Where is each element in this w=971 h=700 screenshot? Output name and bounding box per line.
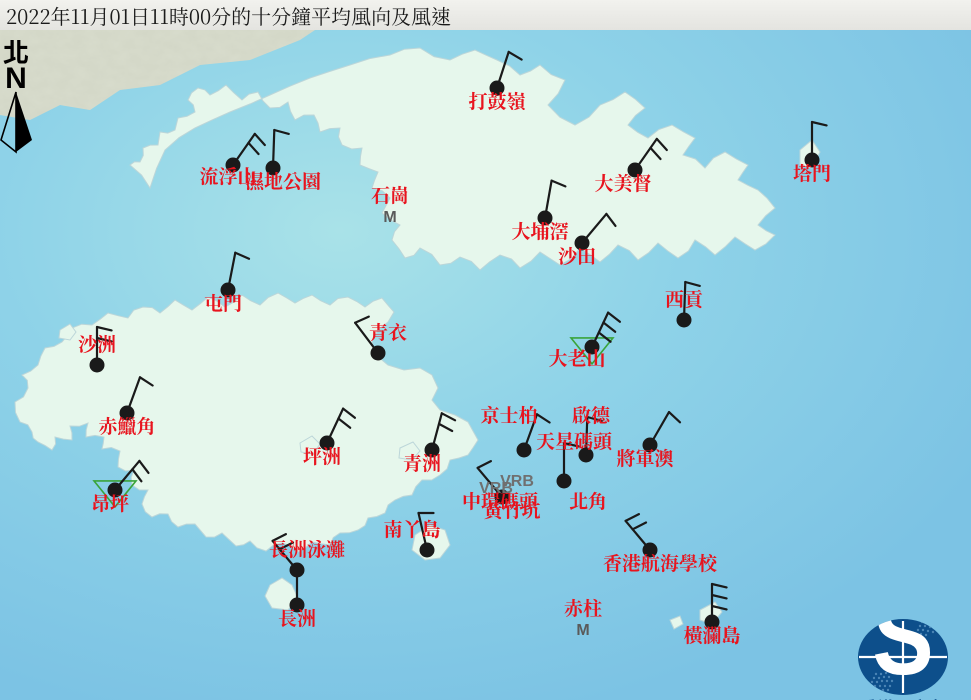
svg-text:VRB: VRB <box>479 480 513 497</box>
svg-text:沙洲: 沙洲 <box>78 330 116 357</box>
svg-text:石崗: 石崗 <box>371 181 409 208</box>
svg-text:屯門: 屯門 <box>204 289 242 316</box>
svg-text:黃竹坑: 黃竹坑 <box>483 496 540 523</box>
svg-text:青洲: 青洲 <box>403 449 441 476</box>
svg-text:赤柱: 赤柱 <box>564 594 602 621</box>
svg-text:橫瀾島: 橫瀾島 <box>683 621 740 648</box>
svg-text:坪洲: 坪洲 <box>303 442 341 469</box>
svg-text:沙田: 沙田 <box>558 242 596 269</box>
svg-text:M: M <box>576 622 589 639</box>
svg-text:香港天文台: 香港天文台 <box>861 694 946 700</box>
svg-text:南丫島: 南丫島 <box>383 515 440 542</box>
svg-text:北角: 北角 <box>569 487 607 514</box>
svg-text:京士柏: 京士柏 <box>480 401 537 428</box>
svg-text:啟德: 啟德 <box>572 401 612 428</box>
svg-text:M: M <box>383 209 396 226</box>
svg-text:天星碼頭: 天星碼頭 <box>536 427 613 454</box>
svg-text:大美督: 大美督 <box>594 169 651 196</box>
svg-text:長洲: 長洲 <box>278 604 316 631</box>
svg-text:濕地公園: 濕地公園 <box>245 167 321 194</box>
svg-text:將軍澳: 將軍澳 <box>616 444 674 471</box>
svg-text:塔門: 塔門 <box>793 159 831 186</box>
svg-text:N: N <box>5 62 27 95</box>
svg-text:西貢: 西貢 <box>665 285 706 312</box>
svg-text:青衣: 青衣 <box>369 318 407 345</box>
svg-text:大老山: 大老山 <box>548 344 605 371</box>
svg-text:大埔滘: 大埔滘 <box>511 217 568 244</box>
svg-text:赤鱲角: 赤鱲角 <box>98 412 155 439</box>
svg-text:打鼓嶺: 打鼓嶺 <box>468 87 528 114</box>
svg-text:長洲泳灘: 長洲泳灘 <box>269 535 345 562</box>
svg-text:香港航海學校: 香港航海學校 <box>603 549 719 576</box>
svg-text:昂坪: 昂坪 <box>91 489 129 516</box>
